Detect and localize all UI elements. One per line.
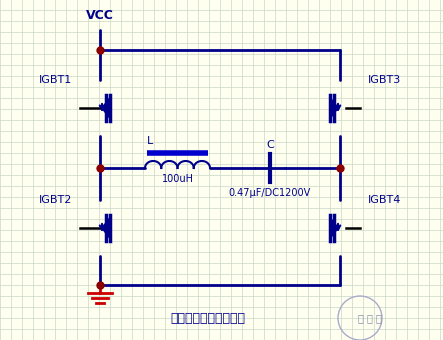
Text: IGBT4: IGBT4 [368,195,401,205]
Polygon shape [329,95,339,121]
Text: IGBT1: IGBT1 [39,75,72,85]
Polygon shape [101,95,111,121]
Text: L: L [147,136,153,146]
Polygon shape [101,215,111,241]
Text: IGBT3: IGBT3 [368,75,401,85]
Text: 100uH: 100uH [162,174,194,184]
Text: IGBT2: IGBT2 [39,195,72,205]
Polygon shape [329,215,339,241]
Text: C: C [266,140,274,150]
Text: 日 月 辰: 日 月 辰 [358,313,382,323]
Text: VCC: VCC [86,9,114,22]
Text: 0.47μF/DC1200V: 0.47μF/DC1200V [229,188,311,198]
Text: 电磁炉全桥主电路结构: 电磁炉全桥主电路结构 [170,311,245,324]
